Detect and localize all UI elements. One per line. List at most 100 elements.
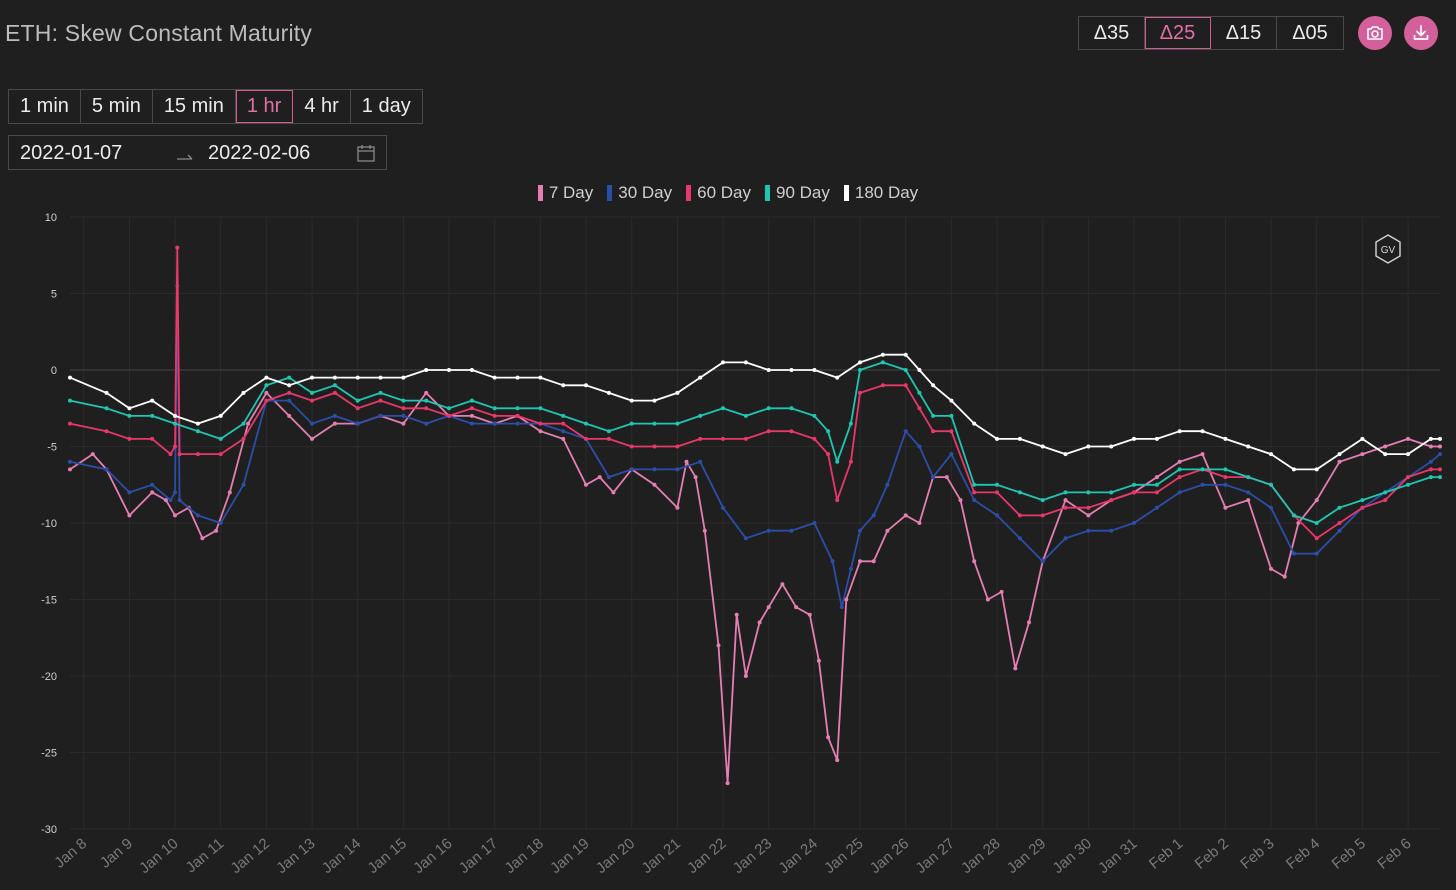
delta-35-button[interactable]: Δ35 (1079, 17, 1145, 49)
delta-05-button[interactable]: Δ05 (1292, 21, 1328, 44)
data-point-30day (830, 559, 835, 564)
data-point-7day (538, 429, 543, 434)
data-point-30day (1040, 559, 1045, 564)
legend-label-180day: 180 Day (854, 183, 919, 202)
data-point-7day (401, 421, 406, 426)
data-point-7day (652, 482, 657, 487)
data-point-180day (1200, 429, 1205, 434)
data-point-60day (629, 444, 634, 449)
data-point-60day (1438, 467, 1442, 472)
data-point-7day (958, 498, 963, 503)
data-point-90day (789, 406, 794, 411)
legend-item-180day[interactable]: 180 Day (843, 183, 919, 203)
interval-4hr-button[interactable]: 4 hr (293, 90, 351, 123)
data-point-60day (880, 383, 885, 388)
legend-item-30day[interactable]: 30 Day (607, 183, 672, 203)
x-tick-label: Jan 28 (958, 835, 1003, 877)
data-point-180day (1086, 444, 1091, 449)
data-point-30day (424, 421, 429, 426)
data-point-60day (378, 398, 383, 403)
data-point-7day (844, 597, 849, 602)
data-point-30day (378, 413, 383, 418)
data-point-90day (1269, 482, 1273, 487)
data-point-90day (127, 413, 132, 418)
x-tick-label: Jan 29 (1004, 835, 1049, 877)
data-point-180day (931, 383, 936, 388)
data-point-30day (629, 467, 634, 472)
data-point-7day (716, 643, 721, 648)
interval-1day-button[interactable]: 1 day (361, 95, 411, 117)
delta-15-button[interactable]: Δ15 (1211, 17, 1277, 49)
legend-item-60day[interactable]: 60 Day (686, 183, 751, 203)
end-date-input[interactable]: 2022-02-06 (208, 142, 311, 164)
legend-swatch-60day (686, 185, 692, 201)
data-point-30day (995, 513, 999, 518)
interval-1min-button[interactable]: 1 min (9, 90, 81, 123)
data-point-180day (698, 375, 703, 380)
data-point-180day (287, 383, 292, 388)
data-point-30day (1200, 482, 1205, 487)
data-point-30day (1428, 459, 1433, 464)
data-point-7day (871, 559, 876, 564)
start-date-input[interactable]: 2022-01-07 (20, 142, 123, 164)
data-point-180day (652, 398, 657, 403)
data-point-180day (1406, 452, 1410, 457)
data-point-180day (629, 398, 634, 403)
data-point-7day (903, 513, 908, 518)
interval-15min-button[interactable]: 15 min (153, 90, 236, 123)
x-tick-label: Jan 8 (51, 835, 90, 872)
download-icon (1413, 25, 1429, 40)
data-point-180day (1438, 436, 1442, 441)
data-point-30day (492, 421, 497, 426)
data-point-60day (1063, 505, 1068, 510)
data-point-180day (1154, 436, 1159, 441)
legend-item-7day[interactable]: 7 Day (537, 183, 593, 203)
y-tick-label: -5 (47, 442, 57, 454)
data-point-7day (1360, 452, 1365, 457)
legend-item-90day[interactable]: 90 Day (764, 183, 830, 203)
x-tick-label: Jan 26 (867, 835, 912, 877)
data-point-90day (1246, 475, 1251, 480)
data-point-7day (794, 605, 799, 610)
data-point-60day (538, 421, 543, 426)
chart-legend: 7 Day 30 Day 60 Day 90 Day 180 Day (0, 183, 1456, 203)
screenshot-button[interactable] (1358, 16, 1392, 50)
data-point-60day (812, 436, 817, 441)
data-point-30day (931, 475, 936, 480)
data-point-180day (515, 375, 520, 380)
y-tick-label: 0 (51, 365, 57, 377)
data-point-60day (1360, 505, 1365, 510)
data-point-7day (127, 513, 132, 518)
data-point-60day (766, 429, 771, 434)
interval-1hr-button[interactable]: 1 hr (235, 90, 294, 123)
x-tick-label: Jan 11 (183, 835, 228, 876)
data-point-7day (1269, 566, 1273, 571)
data-point-60day (424, 406, 429, 411)
data-point-90day (68, 398, 72, 403)
download-button[interactable] (1404, 16, 1438, 50)
x-tick-label: Jan 15 (365, 835, 410, 877)
interval-5min-button[interactable]: 5 min (81, 90, 153, 123)
data-point-7day (917, 521, 922, 525)
data-point-180day (1223, 436, 1228, 441)
data-point-90day (721, 406, 725, 411)
legend-swatch-180day (843, 185, 849, 201)
x-tick-label: Jan 23 (730, 835, 775, 877)
data-point-90day (972, 482, 977, 487)
date-range-picker[interactable]: 2022-01-07 2022-02-06 (8, 135, 387, 170)
data-point-60day (177, 452, 182, 457)
data-point-60day (175, 245, 180, 250)
y-tick-label: -10 (41, 518, 57, 530)
data-point-180day (1269, 452, 1273, 457)
data-point-90day (812, 413, 817, 418)
calendar-icon[interactable] (356, 143, 376, 163)
x-tick-label: Feb 4 (1283, 835, 1323, 873)
data-point-180day (401, 375, 406, 380)
series-line-7day (69, 391, 1440, 784)
data-point-7day (561, 436, 566, 441)
data-point-90day (652, 421, 657, 426)
data-point-30day (561, 429, 566, 434)
data-point-180day (150, 398, 155, 403)
x-tick-label: Jan 31 (1095, 835, 1140, 877)
delta-25-button[interactable]: Δ25 (1145, 17, 1211, 49)
